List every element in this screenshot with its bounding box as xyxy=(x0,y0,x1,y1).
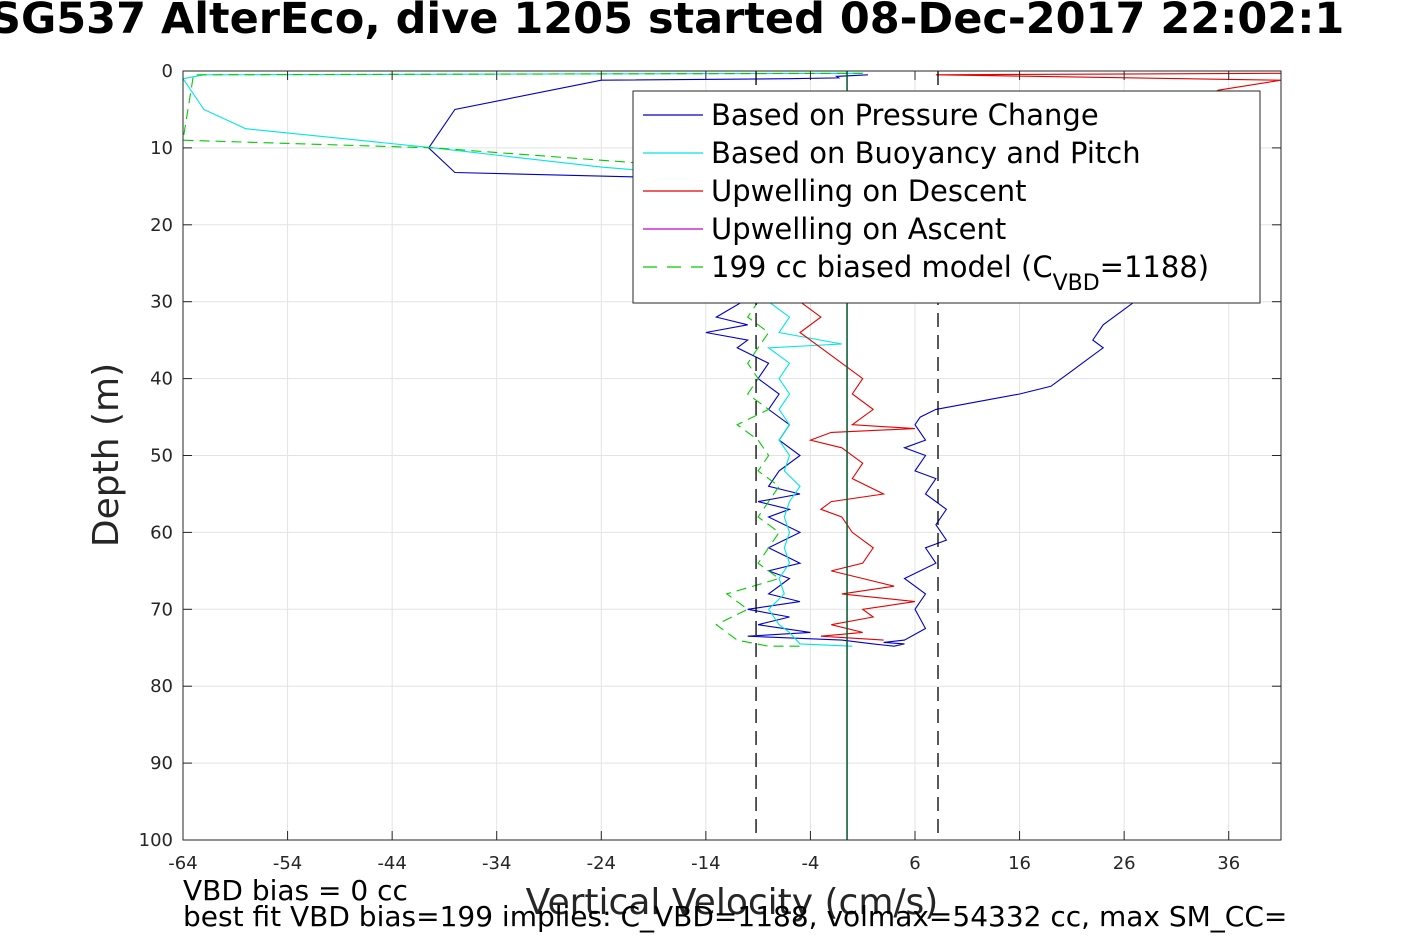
x-tick-label: 26 xyxy=(1113,853,1136,874)
legend-label: Upwelling on Ascent xyxy=(711,212,1006,246)
y-tick-label: 70 xyxy=(150,599,173,620)
x-tick-label: -34 xyxy=(482,853,511,874)
legend-label: Based on Buoyancy and Pitch xyxy=(711,136,1141,170)
x-tick-label: -4 xyxy=(801,853,819,874)
legend-label: Upwelling on Descent xyxy=(711,174,1027,208)
axis-ticks: -64 -54 -44 -34 -24 -14 -4 6 16 26 36 0 10 20 30 40 50 60… xyxy=(139,61,1281,874)
x-tick-label: 16 xyxy=(1008,853,1031,874)
chart-title: SG537 AlterEco, dive 1205 started 08-Dec… xyxy=(0,0,1345,44)
y-tick-label: 30 xyxy=(150,292,173,313)
legend-box xyxy=(632,90,1261,304)
x-tick-label: -54 xyxy=(273,853,302,874)
x-tick-label: 6 xyxy=(909,853,920,874)
series-line xyxy=(798,72,1281,641)
series-line xyxy=(427,74,1135,647)
legend-label: Based on Pressure Change xyxy=(711,98,1099,132)
y-tick-label: 80 xyxy=(150,676,173,697)
y-tick-label: 60 xyxy=(150,522,173,543)
vbd-bias-note: VBD bias = 0 cc xyxy=(183,874,408,907)
y-tick-label: 90 xyxy=(150,753,173,774)
x-tick-label: -24 xyxy=(587,853,616,874)
x-tick-label: -14 xyxy=(691,853,720,874)
y-tick-label: 0 xyxy=(162,61,173,82)
series-layer xyxy=(183,72,1281,647)
x-tick-label: -44 xyxy=(377,853,406,874)
y-tick-label: 40 xyxy=(150,369,173,390)
x-axis-label: Vertical Velocity (cm/s) xyxy=(526,882,939,923)
y-tick-label: 10 xyxy=(150,138,173,159)
y-tick-label: 50 xyxy=(150,446,173,467)
legend: Based on Pressure Change Based on Buoyanc… xyxy=(632,90,1261,304)
series-line xyxy=(183,72,863,647)
series-line xyxy=(183,72,863,647)
y-axis-label: Depth (m) xyxy=(86,363,127,547)
y-tick-label: 100 xyxy=(139,830,173,851)
x-tick-label: -64 xyxy=(168,853,197,874)
x-tick-label: 36 xyxy=(1217,853,1240,874)
y-tick-label: 20 xyxy=(150,215,173,236)
best-fit-note: best fit VBD bias=199 implies: C_VBD=118… xyxy=(183,900,1288,933)
